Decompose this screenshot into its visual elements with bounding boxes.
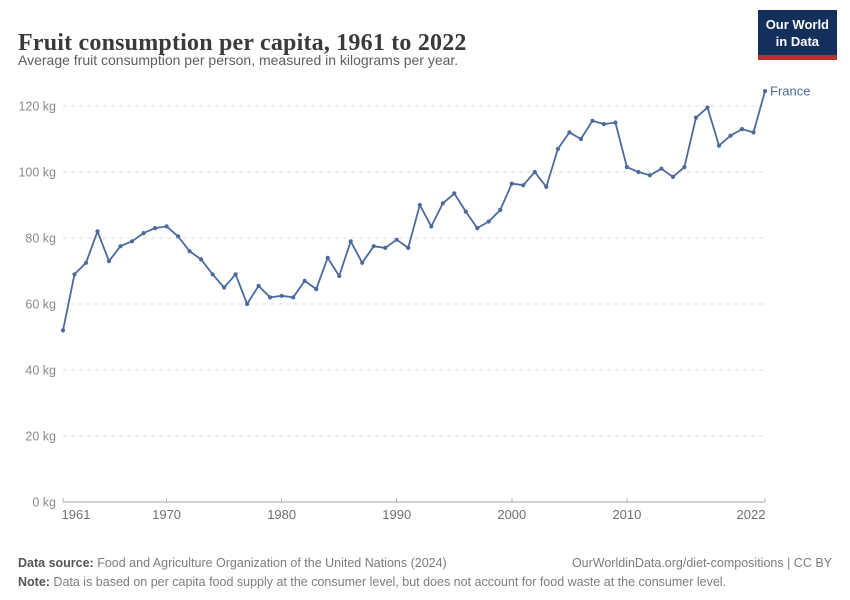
data-point[interactable]: [302, 278, 307, 283]
data-line-france[interactable]: [62, 90, 766, 332]
data-point[interactable]: [567, 130, 572, 135]
data-point[interactable]: [670, 174, 676, 179]
y-tick-label: 0 kg: [32, 496, 56, 510]
data-point[interactable]: [95, 229, 100, 234]
owid-logo-line1: Our World: [765, 17, 829, 32]
data-point[interactable]: [314, 287, 319, 292]
y-tick-label: 100 kg: [18, 166, 56, 180]
data-point[interactable]: [578, 136, 584, 142]
data-point[interactable]: [325, 255, 330, 260]
data-point[interactable]: [498, 207, 503, 212]
data-point[interactable]: [337, 273, 342, 279]
data-point[interactable]: [394, 237, 399, 242]
y-tick-label: 120 kg: [18, 100, 56, 114]
data-point[interactable]: [429, 224, 434, 229]
x-tick-label: 2022: [737, 507, 766, 522]
x-tick-label: 1961: [62, 507, 91, 522]
data-point[interactable]: [475, 226, 480, 231]
data-point[interactable]: [268, 295, 273, 300]
owid-logo[interactable]: Our World in Data: [757, 10, 837, 61]
x-tick-label: 2000: [497, 507, 526, 522]
plot-area[interactable]: 0 kg 20 kg 40 kg 60 kg 80 kg 100 kg 120 kg 1961…: [0, 0, 850, 540]
data-point[interactable]: [544, 184, 549, 189]
footnote-text: Data is based on per capita food supply …: [49, 575, 727, 589]
data-point[interactable]: [463, 209, 468, 214]
chart-subtitle: Average fruit consumption per person, me…: [18, 52, 459, 68]
data-point[interactable]: [199, 257, 204, 262]
owid-logo-line2: in Data: [775, 33, 820, 49]
data-point[interactable]: [636, 169, 641, 175]
data-point[interactable]: [383, 245, 388, 250]
data-point[interactable]: [256, 283, 261, 288]
data-point[interactable]: [279, 293, 284, 298]
data-point[interactable]: [129, 239, 135, 244]
data-point[interactable]: [751, 130, 756, 135]
data-point[interactable]: [590, 118, 595, 123]
data-point[interactable]: [245, 301, 250, 307]
data-point[interactable]: [555, 146, 561, 151]
data-point[interactable]: [739, 127, 745, 132]
y-tick-label: 20 kg: [25, 430, 56, 444]
y-tick-label: 60 kg: [25, 298, 56, 312]
data-point[interactable]: [762, 89, 768, 94]
x-tick-label: 1990: [382, 507, 411, 522]
y-tick-label: 40 kg: [25, 364, 56, 378]
chart-footer: Data source: Food and Agriculture Organi…: [18, 556, 832, 589]
page-title: Fruit consumption per capita, 1961 to 20…: [18, 30, 467, 57]
data-point[interactable]: [440, 201, 445, 206]
data-point[interactable]: [153, 226, 158, 231]
data-point[interactable]: [659, 166, 664, 171]
data-point[interactable]: [705, 105, 710, 110]
footnote: Note: Data is based on per capita food s…: [18, 575, 832, 589]
data-point[interactable]: [176, 234, 181, 239]
data-point[interactable]: [60, 328, 66, 333]
data-source-text: Food and Agriculture Organization of the…: [93, 556, 447, 570]
data-point[interactable]: [647, 173, 653, 178]
data-point[interactable]: [601, 122, 607, 127]
data-point[interactable]: [348, 239, 353, 244]
data-point[interactable]: [118, 244, 123, 249]
data-point[interactable]: [521, 183, 526, 188]
data-point[interactable]: [728, 133, 733, 138]
data-point[interactable]: [452, 191, 457, 196]
data-point[interactable]: [83, 260, 89, 265]
y-tick-label: 80 kg: [25, 232, 56, 246]
x-tick-label: 1970: [152, 507, 181, 522]
footnote-label: Note:: [18, 575, 50, 589]
data-point[interactable]: [291, 295, 296, 300]
data-point[interactable]: [486, 219, 491, 224]
data-point[interactable]: [233, 272, 238, 277]
data-point[interactable]: [187, 249, 192, 254]
x-tick-label: 1980: [267, 507, 296, 522]
data-point[interactable]: [532, 169, 537, 175]
data-point[interactable]: [222, 285, 227, 290]
data-point[interactable]: [613, 120, 618, 125]
data-point[interactable]: [371, 244, 376, 249]
data-point[interactable]: [509, 181, 514, 186]
data-point[interactable]: [417, 202, 422, 208]
credit-link[interactable]: OurWorldinData.org/diet-compositions | C…: [571, 556, 832, 570]
data-point[interactable]: [682, 165, 687, 170]
entity-label-france[interactable]: France: [770, 84, 810, 99]
data-point[interactable]: [210, 272, 215, 277]
data-point[interactable]: [106, 259, 112, 264]
data-source: Data source: Food and Agriculture Organi…: [18, 556, 447, 570]
data-point[interactable]: [72, 272, 77, 277]
data-point[interactable]: [716, 143, 722, 148]
data-point[interactable]: [360, 260, 365, 265]
data-point[interactable]: [693, 115, 699, 120]
x-tick-label: 2010: [612, 507, 641, 522]
data-point[interactable]: [164, 224, 169, 229]
data-point[interactable]: [141, 231, 146, 236]
data-point[interactable]: [624, 165, 630, 170]
data-source-label: Data source:: [18, 556, 94, 570]
data-point[interactable]: [406, 245, 411, 250]
